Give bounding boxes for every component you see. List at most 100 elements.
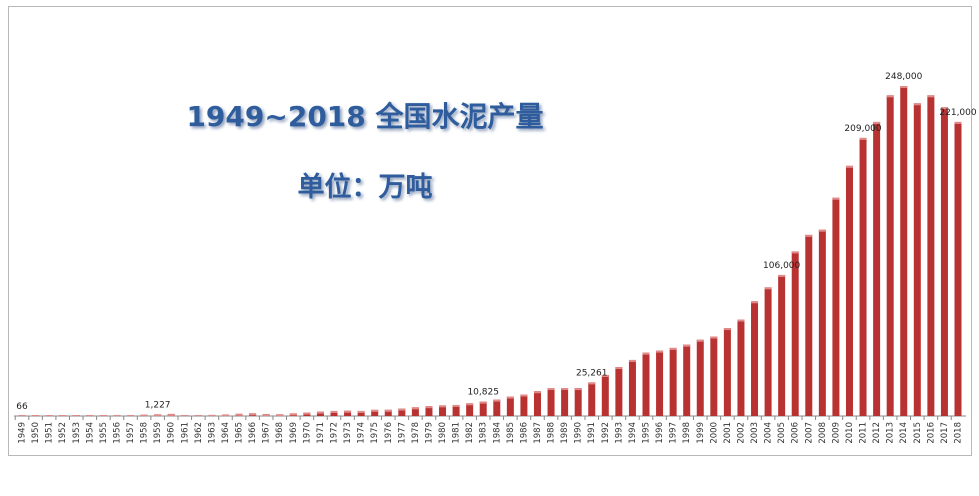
x-tick-label: 1973 <box>343 422 353 444</box>
x-tick-label: 1981 <box>452 422 462 444</box>
bar-cap-1974 <box>357 410 365 413</box>
bar-cap-1981 <box>452 404 460 407</box>
bar-cap-1991 <box>588 382 596 385</box>
bar-cap-1984 <box>493 399 501 402</box>
bar-cap-1954 <box>86 415 94 416</box>
x-tick-label: 2018 <box>954 422 964 444</box>
x-tick-label: 1952 <box>58 422 68 444</box>
x-tick-label: 2012 <box>872 422 882 444</box>
bar-cap-2002 <box>737 319 745 322</box>
bar-1990 <box>574 388 582 416</box>
bar-cap-1976 <box>384 409 392 412</box>
bar-1986 <box>520 394 528 416</box>
bar-cap-1962 <box>194 415 202 416</box>
x-tick-label: 1956 <box>112 422 122 444</box>
x-tick-label: 1976 <box>384 422 394 444</box>
bar-2010 <box>845 165 853 416</box>
bar-2002 <box>737 319 745 416</box>
bar-1975 <box>371 409 379 416</box>
bar-1981 <box>452 404 460 416</box>
x-tick-label: 1962 <box>194 422 204 444</box>
bar-cap-1977 <box>398 408 406 411</box>
bar-1996 <box>656 350 664 416</box>
x-tick-label: 1992 <box>601 422 611 444</box>
bar-cap-1968 <box>276 414 284 416</box>
x-tick-label: 2008 <box>818 422 828 444</box>
bar-2018 <box>954 121 962 416</box>
x-tick-label: 1990 <box>574 422 584 444</box>
x-tick-label: 1958 <box>140 422 150 444</box>
bar-cap-1996 <box>656 350 664 353</box>
bar-cap-1993 <box>615 367 623 370</box>
chart-frame <box>8 6 972 456</box>
bar-cap-1982 <box>466 403 474 406</box>
x-tick-label: 1967 <box>262 422 272 444</box>
bar-cap-1953 <box>72 415 80 416</box>
bar-cap-1992 <box>601 374 609 377</box>
x-tick-label: 1975 <box>370 422 380 444</box>
x-tick-label: 1969 <box>289 422 299 444</box>
bar-2007 <box>805 234 813 416</box>
bar-cap-1978 <box>411 407 419 410</box>
bar-cap-2001 <box>723 328 731 331</box>
x-tick-label: 2001 <box>723 422 733 444</box>
bar-cap-1960 <box>167 413 175 416</box>
bar-cap-1952 <box>59 415 67 416</box>
bar-2004 <box>764 287 772 416</box>
bar-cap-1967 <box>262 414 270 416</box>
x-tick-label: 2004 <box>764 422 774 444</box>
data-label-2005: 106,000 <box>763 261 800 271</box>
bar-cap-1965 <box>235 413 243 416</box>
bar-cap-1975 <box>371 409 379 412</box>
bar-cap-2008 <box>818 229 826 232</box>
bar-1998 <box>683 344 691 416</box>
x-tick-label: 1959 <box>153 422 163 444</box>
x-tick-label: 1996 <box>655 422 665 444</box>
x-tick-label: 1980 <box>438 422 448 444</box>
x-tick-label: 1964 <box>221 422 231 444</box>
bar-2017 <box>940 107 948 417</box>
bar-cap-1969 <box>289 413 297 416</box>
bar-cap-1980 <box>439 405 447 408</box>
bar-cap-1997 <box>669 347 677 350</box>
x-tick-label: 1960 <box>167 422 177 444</box>
bar-2011 <box>859 137 867 417</box>
bar-1995 <box>642 352 650 416</box>
x-tick-label: 1953 <box>72 422 82 444</box>
bar-1997 <box>669 347 677 416</box>
x-tick-label: 1995 <box>642 422 652 444</box>
bar-cap-1949 <box>18 415 26 416</box>
x-tick-label: 2010 <box>845 422 855 444</box>
bar-cap-1970 <box>303 412 311 415</box>
data-label-2018: 221,000 <box>939 108 976 118</box>
x-tick-label: 1987 <box>533 422 543 444</box>
bar-cap-1987 <box>533 391 541 394</box>
x-tick-label: 2007 <box>804 422 814 444</box>
data-label-1991: 25,261 <box>576 368 608 378</box>
bar-2001 <box>723 328 731 416</box>
bar-2005 <box>778 274 786 416</box>
bar-1991 <box>588 382 596 416</box>
bar-1977 <box>398 408 406 416</box>
bar-cap-1964 <box>221 414 229 416</box>
bar-cap-1959 <box>154 414 162 416</box>
bar-1984 <box>493 399 501 416</box>
x-tick-label: 1998 <box>682 422 692 444</box>
x-tick-label: 2017 <box>940 422 950 444</box>
bar-cap-2007 <box>805 234 813 237</box>
bar-2014 <box>900 86 908 416</box>
bar-cap-2015 <box>913 103 921 106</box>
x-tick-label: 1961 <box>180 422 190 444</box>
x-tick-label: 2016 <box>926 422 936 444</box>
data-label-1983: 10,825 <box>467 388 499 398</box>
bar-1985 <box>506 396 514 416</box>
bar-2006 <box>791 251 799 416</box>
x-tick-label: 2000 <box>709 422 719 444</box>
bar-2012 <box>873 121 881 416</box>
bar-1972 <box>330 410 338 416</box>
bar-cap-2013 <box>886 95 894 98</box>
x-tick-label: 1997 <box>669 422 679 444</box>
bar-cap-2017 <box>940 107 948 110</box>
bar-cap-1955 <box>99 415 107 416</box>
bar-cap-1961 <box>181 415 189 416</box>
